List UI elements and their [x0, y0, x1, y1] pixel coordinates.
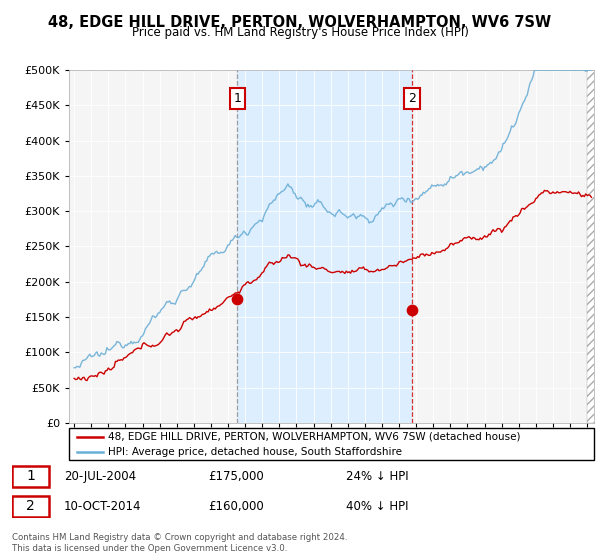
Text: 2: 2 — [26, 499, 35, 513]
Text: 1: 1 — [26, 469, 35, 483]
Point — [407, 305, 417, 314]
FancyBboxPatch shape — [12, 496, 49, 517]
Text: £175,000: £175,000 — [208, 470, 263, 483]
Text: HPI: Average price, detached house, South Staffordshire: HPI: Average price, detached house, Sout… — [109, 447, 403, 457]
Text: 48, EDGE HILL DRIVE, PERTON, WOLVERHAMPTON, WV6 7SW: 48, EDGE HILL DRIVE, PERTON, WOLVERHAMPT… — [49, 15, 551, 30]
Text: Contains HM Land Registry data © Crown copyright and database right 2024.
This d: Contains HM Land Registry data © Crown c… — [12, 533, 347, 553]
Text: 2: 2 — [409, 92, 416, 105]
Bar — [587, 70, 596, 423]
Text: 24% ↓ HPI: 24% ↓ HPI — [346, 470, 409, 483]
FancyBboxPatch shape — [12, 465, 49, 487]
Point — [233, 295, 242, 304]
Bar — [587, 70, 596, 423]
Text: 10-OCT-2014: 10-OCT-2014 — [64, 500, 142, 512]
Text: 48, EDGE HILL DRIVE, PERTON, WOLVERHAMPTON, WV6 7SW (detached house): 48, EDGE HILL DRIVE, PERTON, WOLVERHAMPT… — [109, 432, 521, 442]
Text: 40% ↓ HPI: 40% ↓ HPI — [346, 500, 409, 512]
Text: £160,000: £160,000 — [208, 500, 263, 512]
Bar — [238, 70, 412, 423]
Text: 1: 1 — [233, 92, 241, 105]
FancyBboxPatch shape — [69, 428, 594, 460]
Text: Price paid vs. HM Land Registry's House Price Index (HPI): Price paid vs. HM Land Registry's House … — [131, 26, 469, 39]
Text: 20-JUL-2004: 20-JUL-2004 — [64, 470, 136, 483]
